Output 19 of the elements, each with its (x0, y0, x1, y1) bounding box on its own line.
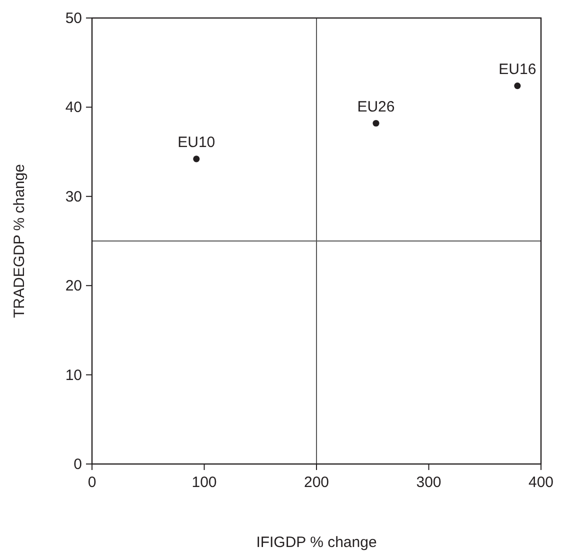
x-tick-label: 200 (304, 474, 330, 491)
y-tick-label: 20 (65, 278, 82, 295)
y-tick-label: 30 (65, 188, 82, 206)
y-tick-label: 0 (74, 456, 82, 473)
y-axis-title: TRADEGDP % change (11, 164, 28, 318)
point (514, 82, 521, 90)
x-axis-title: IFIGDP % change (256, 534, 377, 551)
annotation: EU10 (178, 134, 216, 151)
x-tick-label: 0 (88, 474, 96, 491)
y-tick-label: 40 (65, 99, 82, 116)
annotation: EU26 (357, 98, 395, 116)
point (372, 120, 380, 127)
point (193, 156, 200, 162)
x-tick-label: 400 (528, 474, 554, 491)
annotation: EU16 (498, 60, 536, 78)
y-tick-label: 10 (65, 366, 82, 384)
x-tick-label: 300 (416, 474, 442, 491)
y-tick-label: 50 (65, 10, 82, 27)
x-tick-label: 100 (192, 474, 217, 491)
